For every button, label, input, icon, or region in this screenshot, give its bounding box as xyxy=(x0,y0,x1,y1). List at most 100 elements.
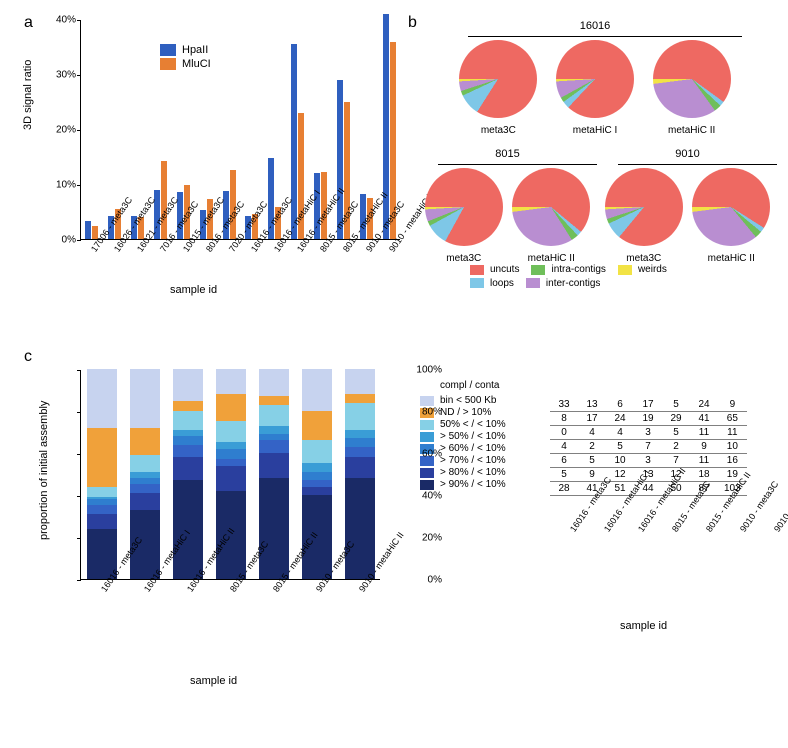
panel-b-legend-item: inter-contigs xyxy=(526,278,600,289)
panel-c-bar-segment xyxy=(87,428,117,487)
panel-a-bar xyxy=(161,161,167,239)
panel-b-legend: uncutsintra-contigsweirdsloopsinter-cont… xyxy=(470,264,679,291)
panel-c-table-cell: 4 xyxy=(606,426,634,440)
panel-c-bar-segment xyxy=(87,369,117,428)
panel-c: proportion of initial assembly sample id… xyxy=(40,360,748,720)
panel-c-bar-segment xyxy=(216,369,246,394)
panel-c-bar-segment xyxy=(302,411,332,440)
panel-label-b: b xyxy=(408,14,417,32)
panel-a-bar-group xyxy=(81,20,104,239)
panel-c-stacked-bar xyxy=(87,369,117,579)
panel-c-bar-segment xyxy=(173,457,203,480)
panel-c-y-axis-title: proportion of initial assembly xyxy=(38,401,50,540)
panel-c-bar-segment xyxy=(130,369,160,428)
panel-c-bar-segment xyxy=(216,466,246,491)
panel-c-bar-segment xyxy=(302,440,332,463)
pie-label: metaHiC I xyxy=(556,125,634,136)
panel-c-bar-segment xyxy=(173,411,203,430)
panel-c-table-cell: 17 xyxy=(634,398,662,412)
panel-c-legend-header: compl / conta xyxy=(420,380,506,391)
panel-c-table-cell: 16 xyxy=(718,454,747,468)
panel-c-ytick: 80% xyxy=(422,407,442,418)
panel-a-ytick: 20% xyxy=(56,125,76,136)
panel-c-table-cell: 6 xyxy=(606,398,634,412)
pie-chart: meta3C xyxy=(425,168,503,264)
panel-c-table-cell: 65 xyxy=(718,412,747,426)
panel-c-bar-segment xyxy=(173,401,203,412)
panel-c-x-axis-title: sample id xyxy=(190,675,237,687)
panel-c-table-cell: 8 xyxy=(550,412,578,426)
panel-c-table-cell: 4 xyxy=(550,440,578,454)
panel-c-ytick: 100% xyxy=(416,365,442,376)
panel-a-legend: HpaII MluCI xyxy=(160,44,211,72)
panel-b-legend-item: uncuts xyxy=(470,264,519,275)
panel-c-bar-segment xyxy=(259,478,289,579)
panel-c-bar-segment xyxy=(87,514,117,529)
panel-c-bar-segment xyxy=(216,421,246,442)
pie-label: metaHiC II xyxy=(692,253,770,264)
panel-c-table-cell: 29 xyxy=(662,412,690,426)
panel-c-bar-segment xyxy=(87,487,117,498)
pie-group-title: 16016 xyxy=(450,20,740,32)
panel-a-ytick: 40% xyxy=(56,15,76,26)
panel-c-table-cell: 19 xyxy=(634,412,662,426)
panel-b-legend-item: intra-contigs xyxy=(531,264,605,275)
pie-label: metaHiC II xyxy=(512,253,590,264)
panel-c-bar-segment xyxy=(345,438,375,446)
panel-c-legend-row: > 50% / < 10% xyxy=(420,431,506,442)
panel-a-legend-row: HpaII xyxy=(160,44,211,56)
panel-c-table-cell: 13 xyxy=(578,398,606,412)
panel-c-bar-segment xyxy=(130,455,160,472)
panel-a-ytick: 30% xyxy=(56,70,76,81)
pie-chart: metaHiC I xyxy=(556,40,634,136)
panel-c-table-cell: 7 xyxy=(662,454,690,468)
panel-c-bar-segment xyxy=(345,369,375,394)
panel-a-x-labels: 17006 - meta3C16026 - meta3C16021 - meta… xyxy=(80,240,400,308)
panel-a-y-axis: 0%10%20%30%40% xyxy=(40,20,80,240)
panel-a-bar xyxy=(85,221,91,239)
panel-c-table-cell: 10 xyxy=(606,454,634,468)
panel-c-table-cell: 11 xyxy=(690,426,718,440)
panel-c-table-cell: 5 xyxy=(550,468,578,482)
panel-c-bar-segment xyxy=(259,453,289,478)
panel-c-table-cell: 10 xyxy=(718,440,747,454)
pie-chart: metaHiC II xyxy=(512,168,590,264)
panel-c-legend-row: bin < 500 Kb xyxy=(420,395,506,406)
panel-c-bar-segment xyxy=(259,440,289,453)
panel-a-bar-chart: 3D signal ratio 0%10%20%30%40% 17006 - m… xyxy=(40,20,400,300)
panel-c-bar-segment xyxy=(345,457,375,478)
panel-c-bar-segment xyxy=(173,369,203,401)
panel-c-table-cell: 9 xyxy=(718,398,747,412)
panel-c-table-cell: 4 xyxy=(578,426,606,440)
panel-b-legend-item: weirds xyxy=(618,264,667,275)
panel-c-table-cell: 11 xyxy=(718,426,747,440)
panel-c-bar-segment xyxy=(173,436,203,444)
panel-c-table-cell: 28 xyxy=(550,482,578,496)
panel-c-table-cell: 2 xyxy=(578,440,606,454)
panel-c-legend-row: 50% < / < 10% xyxy=(420,419,506,430)
panel-c-table-cell: 0 xyxy=(550,426,578,440)
pie-group-title: 9010 xyxy=(600,148,775,160)
pie-label: meta3C xyxy=(425,253,503,264)
panel-c-table-cell: 5 xyxy=(662,398,690,412)
panel-a-legend-row: MluCI xyxy=(160,58,211,70)
panel-c-bar-segment xyxy=(302,463,332,471)
panel-c-bar-segment xyxy=(173,480,203,579)
panel-label-c: c xyxy=(24,348,32,366)
panel-c-bar-segment xyxy=(345,403,375,430)
pie-label: meta3C xyxy=(605,253,683,264)
pie-chart: metaHiC II xyxy=(653,40,731,136)
panel-c-bar-segment xyxy=(259,396,289,404)
panel-c-table-cell: 5 xyxy=(578,454,606,468)
panel-c-bar-segment xyxy=(302,472,332,480)
pie-chart: meta3C xyxy=(605,168,683,264)
panel-a-bar xyxy=(383,14,389,240)
panel-c-table-cell: 24 xyxy=(606,412,634,426)
panel-c-bar-segment xyxy=(173,445,203,458)
panel-c-bar-segment xyxy=(345,394,375,402)
panel-c-bar-segment xyxy=(130,484,160,492)
panel-c-bar-segment xyxy=(302,369,332,411)
panel-c-table-cell: 7 xyxy=(634,440,662,454)
panel-c-bar-segment xyxy=(130,493,160,510)
panel-c-bar-segment xyxy=(216,449,246,460)
